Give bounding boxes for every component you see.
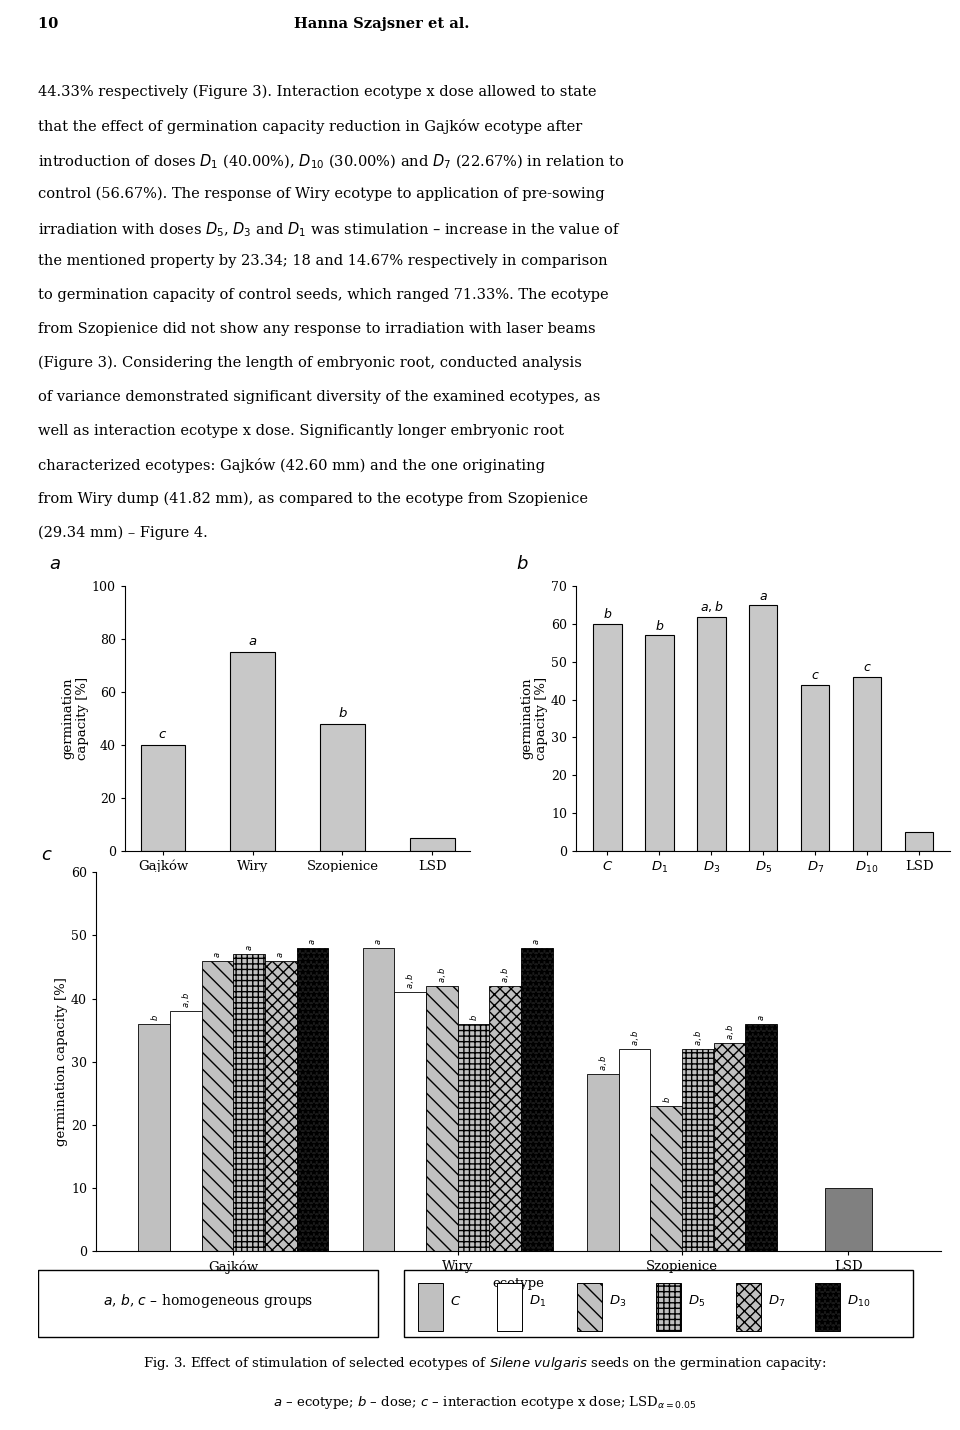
Text: $\mathit{a},\mathit{b}$: $\mathit{a},\mathit{b}$ — [700, 599, 723, 613]
Text: $\mathit{b}$: $\mathit{b}$ — [655, 619, 664, 633]
Text: $D_3$: $D_3$ — [609, 1294, 626, 1308]
Text: irradiation with doses $D_5$, $D_3$ and $D_1$ was stimulation – increase in the : irradiation with doses $D_5$, $D_3$ and … — [38, 220, 621, 239]
Text: from Wiry dump (41.82 mm), as compared to the ecotype from Szopienice: from Wiry dump (41.82 mm), as compared t… — [38, 492, 588, 506]
Text: 44.33% respectively (Figure 3). Interaction ecotype x dose allowed to state: 44.33% respectively (Figure 3). Interact… — [38, 84, 597, 99]
Text: $\mathit{a},\mathit{b}$: $\mathit{a},\mathit{b}$ — [436, 967, 447, 982]
X-axis label: ecotype: ecotype — [272, 877, 324, 889]
Bar — [593, 623, 621, 851]
Bar — [825, 1188, 873, 1251]
Bar — [651, 1105, 682, 1251]
Y-axis label: germination
capacity [%]: germination capacity [%] — [61, 676, 89, 761]
Bar — [140, 745, 185, 851]
Bar — [645, 635, 674, 851]
Bar — [410, 838, 455, 851]
Text: (29.34 mm) – Figure 4.: (29.34 mm) – Figure 4. — [38, 525, 208, 541]
Text: $\mathit{c}$: $\mathit{c}$ — [41, 845, 53, 864]
Bar — [363, 948, 395, 1251]
Bar — [697, 616, 726, 851]
Y-axis label: germination capacity [%]: germination capacity [%] — [55, 977, 68, 1147]
Bar — [138, 1024, 170, 1251]
Text: $\mathit{a}$, $\mathit{b}$, $\mathit{c}$ – homogeneous groups: $\mathit{a}$, $\mathit{b}$, $\mathit{c}$… — [103, 1293, 313, 1310]
Text: of variance demonstrated significant diversity of the examined ecotypes, as: of variance demonstrated significant div… — [38, 390, 601, 403]
Bar — [577, 1283, 602, 1331]
Text: $D_{10}$: $D_{10}$ — [848, 1294, 871, 1308]
Text: $\mathit{a},\mathit{b}$: $\mathit{a},\mathit{b}$ — [692, 1030, 704, 1045]
Text: $D_5$: $D_5$ — [688, 1294, 706, 1308]
Text: the mentioned property by 23.34; 18 and 14.67% respectively in comparison: the mentioned property by 23.34; 18 and … — [38, 255, 608, 269]
Bar — [404, 1270, 913, 1337]
Text: $\mathit{a}$: $\mathit{a}$ — [756, 1014, 766, 1021]
Text: $\mathit{b}$: $\mathit{b}$ — [338, 706, 348, 719]
Text: $\mathit{a}$ – ecotype; $\mathit{b}$ – dose; $\mathit{c}$ – interaction ecotype : $\mathit{a}$ – ecotype; $\mathit{b}$ – d… — [273, 1394, 697, 1411]
Text: that the effect of germination capacity reduction in Gajków ecotype after: that the effect of germination capacity … — [38, 119, 583, 134]
Bar — [735, 1283, 760, 1331]
Bar — [852, 676, 881, 851]
Text: to germination capacity of control seeds, which ranged 71.33%. The ecotype: to germination capacity of control seeds… — [38, 289, 609, 302]
Text: $\mathit{c}$: $\mathit{c}$ — [811, 669, 820, 682]
Text: well as interaction ecotype x dose. Significantly longer embryonic root: well as interaction ecotype x dose. Sign… — [38, 423, 564, 438]
Text: Fig. 3. Effect of stimulation of selected ecotypes of $\mathit{Silene\ vulgaris}: Fig. 3. Effect of stimulation of selecte… — [143, 1356, 827, 1371]
Bar — [521, 948, 553, 1251]
Bar — [749, 605, 778, 851]
Text: $\mathit{a},\mathit{b}$: $\mathit{a},\mathit{b}$ — [724, 1024, 735, 1040]
Text: $\mathit{a}$: $\mathit{a}$ — [245, 945, 253, 951]
Text: $\mathit{a}$: $\mathit{a}$ — [758, 589, 768, 602]
Text: $\mathit{a}$: $\mathit{a}$ — [533, 938, 541, 945]
Text: $\mathit{a},\mathit{b}$: $\mathit{a},\mathit{b}$ — [499, 967, 512, 982]
Text: $\mathit{c}$: $\mathit{c}$ — [158, 728, 167, 741]
Bar — [490, 987, 521, 1251]
Bar — [265, 961, 297, 1251]
Text: $\mathit{a}$: $\mathit{a}$ — [213, 951, 222, 958]
Text: $\mathit{a}$: $\mathit{a}$ — [308, 938, 317, 945]
Text: $\mathit{b}$: $\mathit{b}$ — [603, 608, 612, 622]
Bar — [170, 1011, 202, 1251]
Bar — [233, 954, 265, 1251]
Bar — [815, 1283, 840, 1331]
Bar — [458, 1024, 490, 1251]
Text: (Figure 3). Considering the length of embryonic root, conducted analysis: (Figure 3). Considering the length of em… — [38, 356, 583, 370]
Text: $\mathit{b}$: $\mathit{b}$ — [149, 1014, 159, 1021]
Text: $C$: $C$ — [450, 1294, 461, 1307]
X-axis label: dose: dose — [748, 878, 779, 891]
Text: $D_1$: $D_1$ — [530, 1294, 546, 1308]
Text: $D_7$: $D_7$ — [768, 1294, 785, 1308]
Text: $\mathit{a},\mathit{b}$: $\mathit{a},\mathit{b}$ — [597, 1055, 609, 1071]
Text: 10                                              Hanna Szajsner et al.: 10 Hanna Szajsner et al. — [38, 17, 469, 31]
Text: $\mathit{b}$: $\mathit{b}$ — [516, 555, 529, 572]
Text: $\mathit{a},\mathit{b}$: $\mathit{a},\mathit{b}$ — [180, 992, 192, 1008]
Text: $\mathit{a}$: $\mathit{a}$ — [248, 635, 257, 648]
Text: $\mathit{c}$: $\mathit{c}$ — [863, 661, 872, 675]
Text: from Szopienice did not show any response to irradiation with laser beams: from Szopienice did not show any respons… — [38, 322, 596, 336]
Bar — [38, 1270, 377, 1337]
Bar — [745, 1024, 778, 1251]
Bar — [418, 1283, 443, 1331]
Bar — [320, 724, 365, 851]
Text: control (56.67%). The response of Wiry ecotype to application of pre-sowing: control (56.67%). The response of Wiry e… — [38, 186, 605, 202]
Bar — [657, 1283, 682, 1331]
Bar — [905, 832, 933, 851]
Bar — [682, 1050, 714, 1251]
Text: $\mathit{a}$: $\mathit{a}$ — [276, 951, 285, 958]
Bar — [713, 1042, 746, 1251]
Text: $\mathit{b}$: $\mathit{b}$ — [468, 1014, 479, 1021]
Bar — [497, 1283, 522, 1331]
Text: $\mathit{a}$: $\mathit{a}$ — [49, 555, 60, 572]
Bar — [619, 1050, 651, 1251]
Text: $\mathit{b}$: $\mathit{b}$ — [660, 1095, 672, 1103]
Text: $\mathit{a}$: $\mathit{a}$ — [374, 938, 383, 945]
Bar — [297, 948, 328, 1251]
Bar — [801, 685, 829, 851]
Text: $\mathit{a},\mathit{b}$: $\mathit{a},\mathit{b}$ — [629, 1030, 640, 1045]
Text: $\mathit{a},\mathit{b}$: $\mathit{a},\mathit{b}$ — [404, 972, 417, 990]
Bar — [202, 961, 233, 1251]
Y-axis label: germination
capacity [%]: germination capacity [%] — [520, 676, 548, 761]
X-axis label: ecotype: ecotype — [492, 1277, 544, 1290]
Bar — [426, 987, 458, 1251]
Bar — [588, 1074, 619, 1251]
Bar — [395, 992, 426, 1251]
Bar — [230, 652, 276, 851]
Text: introduction of doses $D_1$ (40.00%), $D_{10}$ (30.00%) and $D_7$ (22.67%) in re: introduction of doses $D_1$ (40.00%), $D… — [38, 153, 625, 172]
Text: characterized ecotypes: Gajków (42.60 mm) and the one originating: characterized ecotypes: Gajków (42.60 mm… — [38, 458, 545, 473]
